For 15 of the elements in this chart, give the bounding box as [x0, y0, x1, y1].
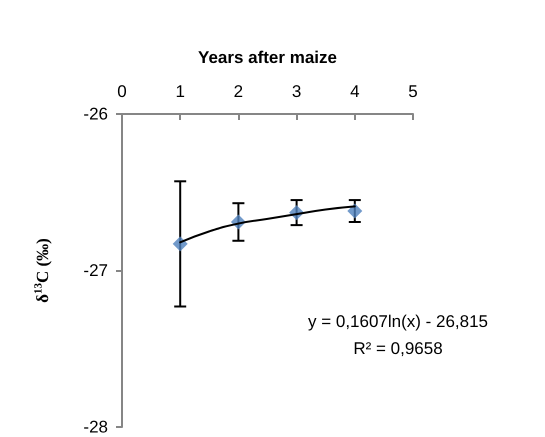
y-tick-label: -26 — [83, 104, 108, 124]
x-axis-title: Years after maize — [198, 48, 337, 67]
x-tick-label: 4 — [350, 82, 360, 101]
point — [172, 236, 188, 252]
annotation: y = 0,1607ln(x) - 26,815 — [308, 312, 488, 331]
x-tick-label: 1 — [175, 82, 185, 101]
point — [347, 204, 362, 219]
annotation: R² = 0,9658 — [353, 339, 443, 358]
x-tick-label: 5 — [408, 82, 418, 101]
x-tick-label: 3 — [292, 82, 302, 101]
x-tick-label: 2 — [234, 82, 244, 101]
y-tick-label: -28 — [83, 418, 108, 436]
y-axis-title: δ13C (‰) — [32, 238, 52, 303]
x-tick-label: 0 — [117, 82, 127, 101]
y-tick-label: -27 — [83, 261, 108, 280]
